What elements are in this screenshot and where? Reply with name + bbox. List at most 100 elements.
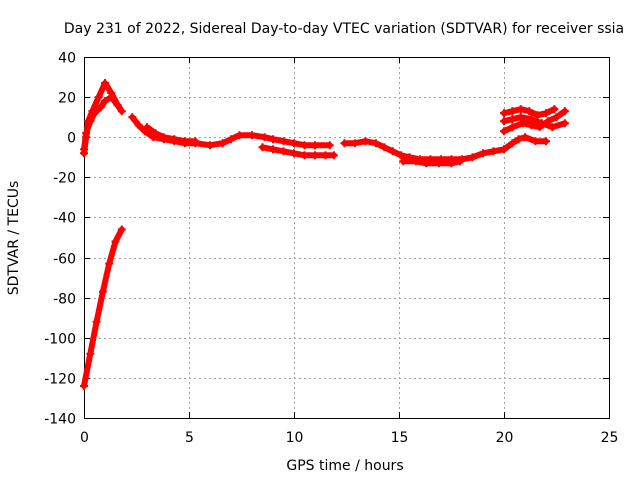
data-point [516, 113, 525, 122]
data-point [128, 113, 137, 122]
data-point [542, 137, 550, 146]
data-point [508, 107, 517, 116]
y-tick-label: 0 [67, 131, 76, 147]
data-point [500, 117, 508, 126]
data-point [552, 113, 561, 122]
data-point [90, 109, 99, 118]
data-point [180, 137, 189, 146]
x-tick-label: 15 [391, 430, 409, 446]
data-point [560, 107, 569, 116]
chart-title: Day 231 of 2022, Sidereal Day-to-day VTE… [64, 21, 624, 37]
data-point [86, 117, 95, 126]
data-point [479, 149, 487, 158]
data-point [411, 157, 420, 166]
y-axis-label: SDTVAR / TECUs [6, 181, 22, 296]
x-tick-label: 5 [185, 430, 194, 446]
data-point [350, 139, 359, 148]
data-point [325, 141, 334, 150]
series-layer [80, 79, 569, 390]
data-point [218, 139, 227, 148]
data-point [248, 131, 256, 140]
data-point [525, 107, 534, 116]
data-point [82, 129, 91, 138]
x-tick-label: 10 [286, 430, 304, 446]
data-point [111, 237, 120, 246]
y-tick-label: -40 [53, 211, 76, 227]
data-point [380, 143, 389, 152]
data-point [508, 139, 517, 148]
data-point [94, 93, 103, 102]
data-point [151, 129, 160, 138]
data-point [489, 147, 498, 156]
y-tick-label: 20 [58, 91, 76, 107]
y-tick-label: 40 [58, 51, 76, 67]
data-point [260, 133, 269, 142]
data-point [117, 107, 126, 116]
data-point [537, 119, 546, 128]
data-point [227, 135, 235, 144]
data-point [500, 145, 508, 154]
data-point [235, 131, 244, 140]
data-point [521, 133, 529, 142]
y-tick-label: -20 [53, 171, 76, 187]
x-axis-label: GPS time / hours [286, 458, 403, 474]
data-point [447, 159, 456, 168]
data-point [455, 157, 464, 166]
y-tick-label: -140 [44, 412, 76, 428]
x-tick-label: 20 [496, 430, 514, 446]
data-point [533, 111, 542, 120]
data-point [527, 115, 536, 124]
data-point [468, 153, 477, 162]
y-tick-label: -80 [53, 292, 76, 308]
y-tick-label: -100 [44, 332, 76, 348]
data-point [500, 127, 508, 136]
data-point [500, 109, 508, 118]
data-point [86, 349, 95, 358]
data-point [105, 259, 114, 268]
data-point [542, 109, 550, 118]
data-point [550, 105, 559, 114]
data-point [548, 123, 557, 132]
plot-frame [84, 57, 610, 419]
data-point [170, 135, 179, 144]
data-point [80, 381, 88, 390]
data-point [514, 135, 523, 144]
data-trace [81, 226, 125, 389]
y-tick-label: -60 [53, 252, 76, 268]
data-point [311, 151, 319, 160]
data-point [113, 101, 122, 110]
data-point [508, 115, 517, 124]
data-trace [341, 134, 549, 163]
data-point [371, 139, 380, 148]
x-tick-label: 0 [80, 430, 89, 446]
data-point [399, 157, 408, 166]
data-point [98, 287, 107, 296]
data-point [560, 119, 569, 128]
data-point [422, 159, 431, 168]
data-point [279, 147, 288, 156]
data-point [134, 121, 143, 130]
data-point [258, 143, 267, 152]
data-point [101, 97, 109, 106]
data-point [206, 141, 214, 150]
data-point [311, 141, 319, 150]
data-point [101, 79, 109, 88]
data-point [321, 151, 330, 160]
data-point [516, 105, 525, 114]
data-point [92, 317, 101, 326]
data-point [340, 139, 349, 148]
data-point [300, 151, 309, 160]
data-point [300, 141, 309, 150]
data-point [388, 147, 397, 156]
data-point [290, 139, 298, 148]
data-point [269, 145, 277, 154]
data-point [143, 123, 151, 132]
data-point [434, 159, 443, 168]
data-point [191, 137, 200, 146]
data-point [508, 123, 517, 132]
data-point [290, 149, 298, 158]
data-point [361, 137, 370, 146]
x-tick-label: 25 [601, 430, 619, 446]
